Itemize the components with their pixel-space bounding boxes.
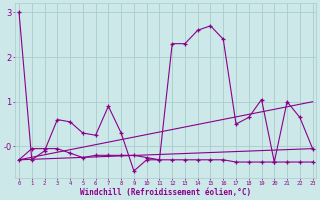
X-axis label: Windchill (Refroidissement éolien,°C): Windchill (Refroidissement éolien,°C): [80, 188, 252, 197]
